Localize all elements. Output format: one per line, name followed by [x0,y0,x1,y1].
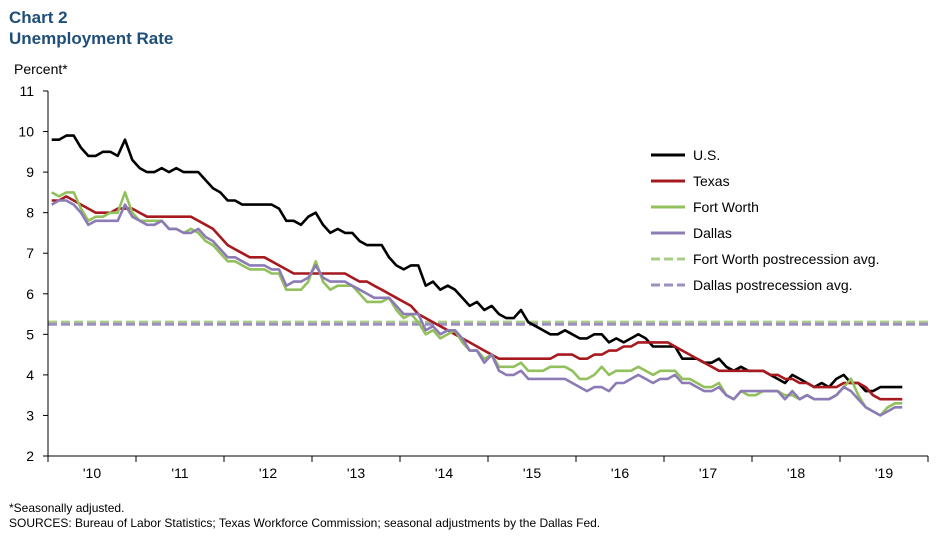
chart-number: Chart 2 [9,8,68,27]
axes: 2 3 4 5 6 7 8 9 10 11 '10 '11 '12 '13 '14 '15 '16 '17 '18 '… [18,83,929,481]
y-tick-label: 9 [26,164,34,180]
x-tick-label: '11 [171,465,188,481]
sources-note: SOURCES: Bureau of Labor Statistics; Tex… [9,516,601,530]
x-tick-label: '18 [787,465,805,481]
legend-label-texas: Texas [693,173,730,189]
y-tick-label: 3 [26,407,34,423]
x-tick-label: '17 [699,465,717,481]
y-tick-label: 7 [26,245,34,261]
chart-title: Unemployment Rate [9,29,174,48]
legend-label-us: U.S. [693,147,720,163]
seasonal-note: *Seasonally adjusted. [9,501,125,515]
x-tick-label: '15 [523,465,541,481]
y-tick-label: 4 [26,367,34,383]
x-tick-label: '19 [875,465,893,481]
x-tick-label: '12 [259,465,277,481]
series-line-dallas [51,199,903,417]
legend-label-dallas_avg: Dallas postrecession avg. [693,277,853,293]
legend-label-dallas: Dallas [693,225,732,241]
x-tick-label: '14 [435,465,453,481]
x-tick-label: '13 [347,465,365,481]
y-tick-label: 6 [26,286,34,302]
series-line-texas [51,195,903,401]
y-tick-label: 5 [26,326,34,342]
series-line-fort_worth [51,191,903,417]
y-tick-label: 2 [26,448,34,464]
y-tick-label: 10 [18,124,34,140]
legend-label-fort_worth: Fort Worth [693,199,759,215]
average-lines [48,320,928,326]
y-tick-label: 8 [26,205,34,221]
y-tick-label: 11 [19,83,34,99]
x-tick-label: '16 [611,465,629,481]
legend-label-fw_avg: Fort Worth postrecession avg. [693,251,879,267]
footnotes: *Seasonally adjusted. SOURCES: Bureau of… [9,501,600,531]
legend: U.S. Texas Fort Worth Dallas Fort Worth post… [651,147,879,293]
x-tick-label: '10 [83,465,101,481]
y-axis-label: Percent* [14,61,68,77]
series-lines [51,134,903,417]
chart-title-block: Chart 2 Unemployment Rate [9,7,173,49]
